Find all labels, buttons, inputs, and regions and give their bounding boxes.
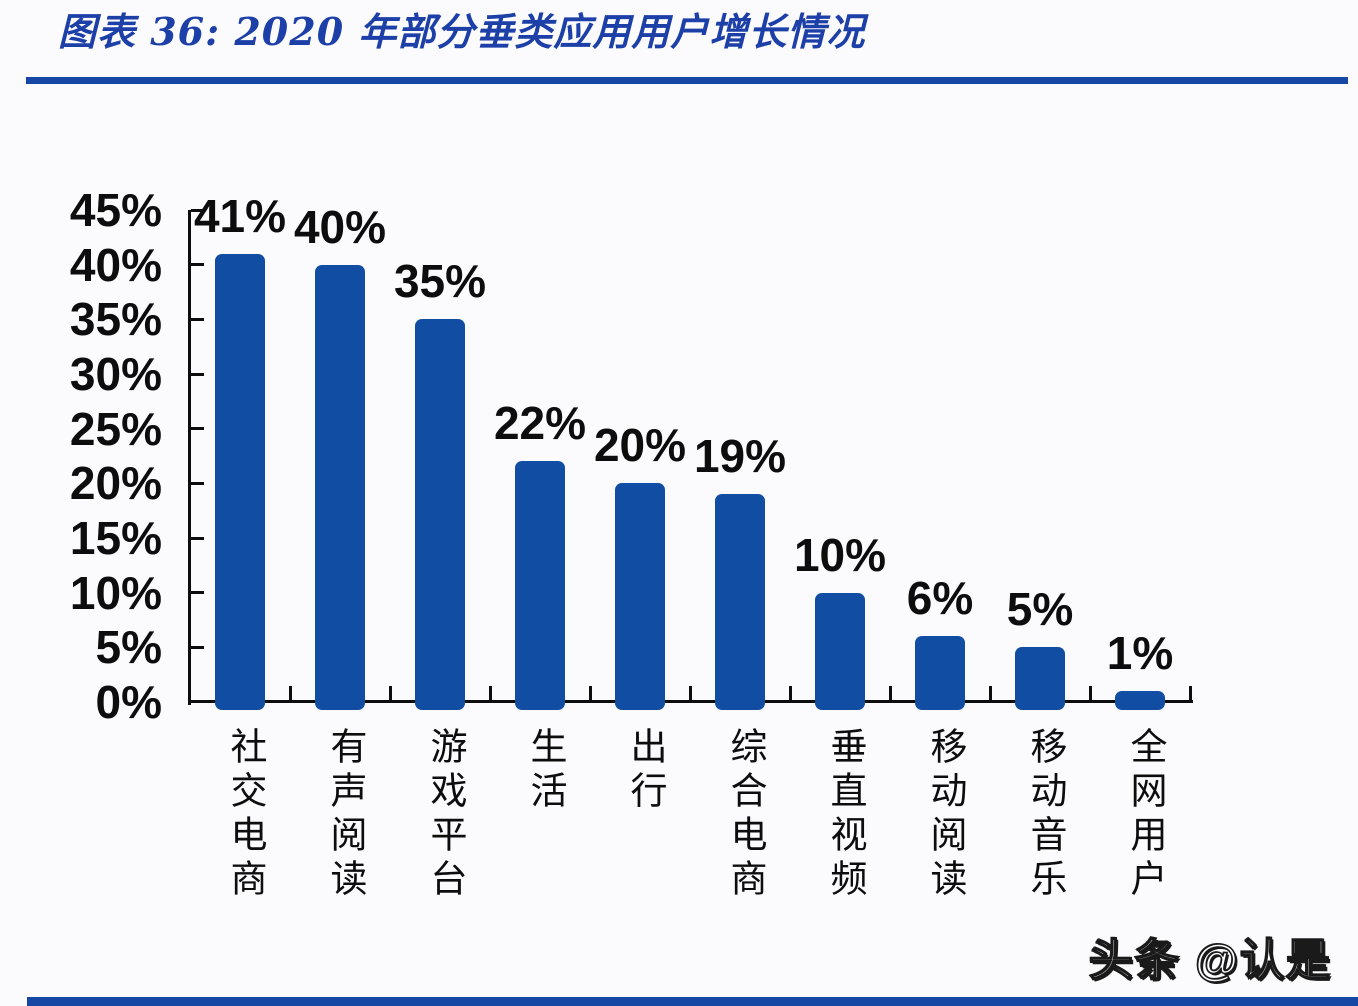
y-axis-tick [191, 372, 204, 376]
y-axis-line [188, 210, 191, 705]
y-axis-tick-label: 40% [69, 238, 162, 291]
y-axis-tick-label: 45% [69, 184, 162, 236]
watermark-text: 头条 @认是 [1088, 935, 1332, 986]
bar-综合电商 [715, 494, 765, 710]
x-axis-tick [888, 686, 892, 700]
x-axis-tick [688, 686, 692, 700]
x-axis-tick [388, 686, 392, 700]
y-axis-tick-label: 25% [69, 402, 162, 455]
y-axis-tick [191, 481, 204, 485]
bar-全网用户 [1115, 691, 1165, 710]
y-axis-tick [191, 427, 204, 431]
bar-value-label: 40% [293, 200, 387, 253]
y-axis-tick [191, 645, 204, 649]
bar-value-label: 41% [193, 189, 287, 242]
bar-出行 [615, 483, 665, 710]
x-axis-tick [588, 686, 592, 700]
y-axis-tick [191, 591, 204, 595]
y-axis-tick [191, 317, 204, 321]
x-axis-category-label: 有声阅读 [324, 727, 367, 903]
title-underline [26, 77, 1348, 84]
bar-移动阅读 [915, 636, 965, 710]
x-axis-tick [788, 686, 792, 700]
x-axis-tick [288, 686, 292, 700]
bar-生活 [515, 461, 565, 710]
x-axis-tick [1188, 686, 1192, 700]
x-axis-tick [1088, 686, 1092, 700]
chart-title: 图表 36: 2020 年部分垂类应用用户增长情况 [58, 9, 866, 54]
bar-社交电商 [215, 253, 265, 710]
y-axis-tick-label: 10% [69, 566, 162, 619]
y-axis-tick-label: 5% [95, 621, 162, 674]
bar-游戏平台 [415, 319, 465, 710]
x-axis-category-label: 社交电商 [224, 727, 267, 903]
bar-value-label: 1% [1106, 627, 1174, 680]
x-axis-category-label: 生活 [524, 727, 567, 815]
bar-value-label: 19% [693, 430, 787, 483]
bar-垂直视频 [815, 592, 865, 710]
y-axis-tick [191, 263, 204, 267]
x-axis-tick [988, 686, 992, 700]
y-axis-tick-label: 30% [69, 348, 162, 400]
x-axis-category-label: 全网用户 [1124, 727, 1167, 903]
y-axis-tick-label: 0% [95, 676, 162, 728]
x-axis-category-label: 移动音乐 [1024, 727, 1067, 903]
x-axis-category-label: 游戏平台 [424, 727, 467, 903]
bar-value-label: 35% [393, 255, 487, 308]
x-axis-category-label: 移动阅读 [924, 727, 967, 903]
x-axis-category-label: 综合电商 [724, 727, 767, 903]
bar-value-label: 10% [793, 528, 887, 581]
bar-移动音乐 [1015, 647, 1065, 710]
bar-value-label: 20% [593, 419, 687, 472]
x-axis-category-label: 出行 [624, 727, 667, 815]
x-axis-line [188, 700, 1193, 703]
x-axis-category-label: 垂直视频 [824, 727, 867, 903]
y-axis-tick [191, 536, 204, 540]
y-axis-tick-label: 35% [69, 293, 162, 346]
bottom-border-bar [27, 997, 1358, 1006]
y-axis-tick-label: 15% [69, 512, 162, 564]
bar-value-label: 6% [906, 572, 974, 625]
x-axis-tick [488, 686, 492, 700]
bar-有声阅读 [315, 264, 365, 710]
y-axis-tick-label: 20% [69, 457, 162, 510]
bar-value-label: 5% [1006, 583, 1074, 636]
y-axis-tick [191, 208, 204, 212]
bar-value-label: 22% [493, 397, 587, 450]
